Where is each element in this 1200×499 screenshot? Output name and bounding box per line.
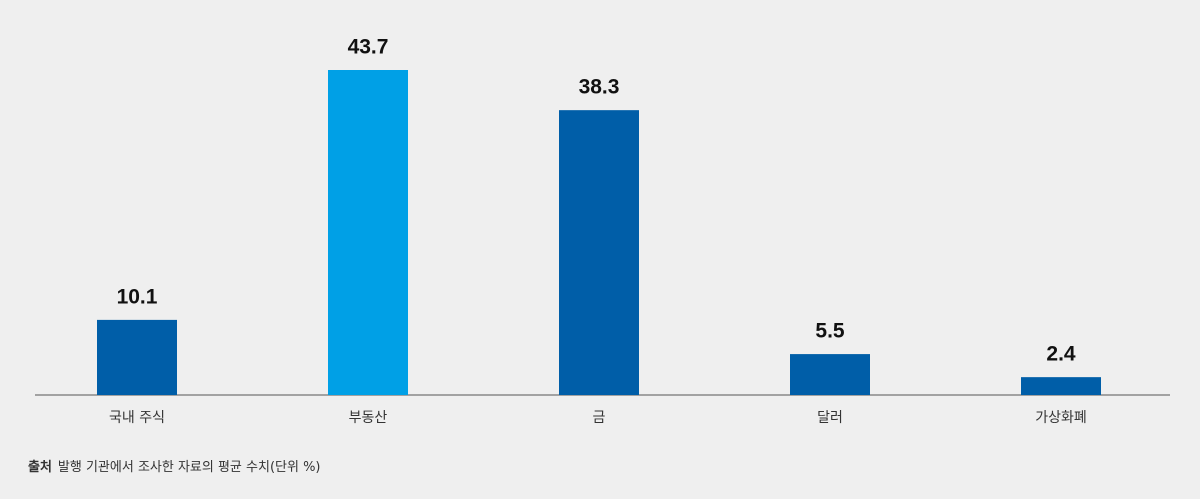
bar bbox=[1021, 377, 1101, 395]
x-tick-label: 달러 bbox=[817, 410, 843, 426]
x-tick-label: 가상화폐 bbox=[1035, 410, 1087, 426]
bar bbox=[97, 319, 177, 395]
value-label: 2.4 bbox=[1046, 343, 1076, 366]
source-label: 출처 bbox=[28, 459, 52, 475]
x-tick-label: 부동산 bbox=[349, 410, 388, 426]
bar bbox=[559, 110, 639, 395]
bar bbox=[328, 70, 408, 395]
source-note: 출처 발행 기관에서 조사한 자료의 평균 수치(단위 %) bbox=[28, 459, 321, 475]
value-label: 5.5 bbox=[815, 320, 845, 343]
x-tick-label: 금 bbox=[593, 410, 606, 426]
value-label: 38.3 bbox=[579, 76, 620, 99]
value-label: 10.1 bbox=[117, 285, 158, 308]
value-label: 43.7 bbox=[348, 36, 389, 59]
source-text: 발행 기관에서 조사한 자료의 평균 수치(단위 %) bbox=[58, 459, 321, 475]
bar bbox=[790, 354, 870, 395]
x-tick-label: 국내 주식 bbox=[109, 410, 165, 426]
